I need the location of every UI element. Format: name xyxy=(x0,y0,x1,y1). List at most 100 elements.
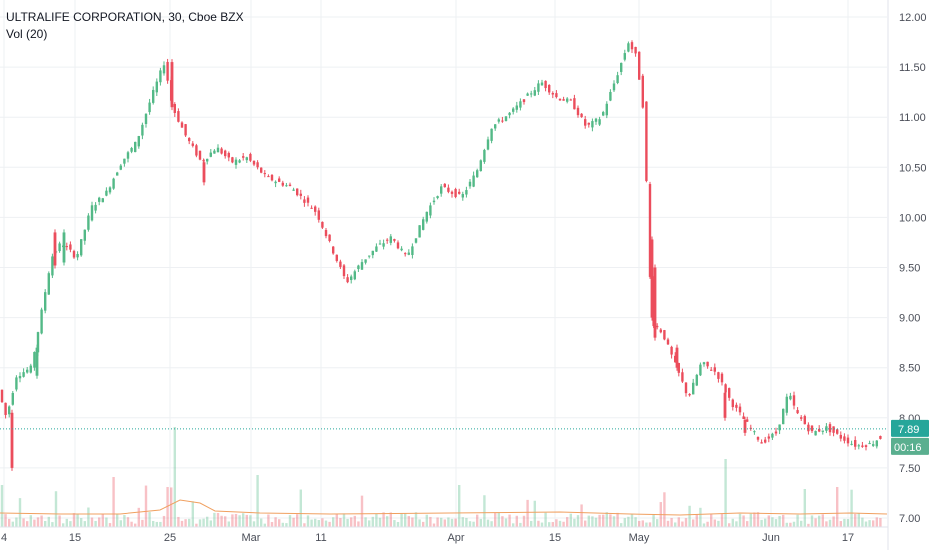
volume-bar xyxy=(306,515,310,527)
volume-bar xyxy=(231,514,234,527)
candle-body xyxy=(659,329,662,333)
candle-body xyxy=(65,246,68,248)
candle-body xyxy=(144,113,148,124)
volume-bar xyxy=(342,513,346,527)
candle-body xyxy=(170,62,174,108)
candle-body xyxy=(0,389,4,403)
candle-body xyxy=(638,51,641,80)
candle-body xyxy=(562,99,565,101)
volume-bar xyxy=(666,520,670,527)
volume-bar xyxy=(566,517,569,527)
volume-bar xyxy=(825,521,828,527)
volume-bar xyxy=(303,523,306,527)
volume-bar xyxy=(324,520,328,527)
candle-body xyxy=(818,428,821,432)
volume-bar xyxy=(530,520,533,527)
volume-bar xyxy=(454,518,457,527)
volume-bar xyxy=(87,507,90,527)
candle-body xyxy=(656,325,659,328)
volume-bar xyxy=(720,513,724,527)
volume-bar xyxy=(224,516,227,527)
candle-body xyxy=(332,246,335,254)
candle-body xyxy=(743,419,747,433)
volume-bar xyxy=(126,517,130,527)
candle-body xyxy=(566,98,569,102)
volume-bar xyxy=(216,512,220,527)
volume-bar xyxy=(576,515,580,527)
volume-bar xyxy=(15,517,18,527)
candle-body xyxy=(843,436,846,441)
candle-body xyxy=(159,70,162,83)
volume-bar xyxy=(80,518,83,527)
volume-bar xyxy=(18,498,22,527)
volume-bar xyxy=(108,523,112,527)
candle-body xyxy=(692,382,695,395)
candle-body xyxy=(767,436,770,439)
candle-body xyxy=(274,181,277,184)
candle-body xyxy=(555,93,558,98)
candle-body xyxy=(148,102,151,113)
volume-bar xyxy=(173,427,176,527)
volume-bar xyxy=(292,517,295,527)
candle-body xyxy=(411,246,414,256)
volume-bar xyxy=(105,517,108,527)
volume-indicator-label[interactable]: Vol (20) xyxy=(6,27,48,41)
candle-body xyxy=(648,184,652,277)
volume-bar xyxy=(803,489,806,527)
volume-bar xyxy=(843,518,846,527)
volume-bar xyxy=(310,519,313,527)
volume-bar xyxy=(350,517,353,527)
candle-body xyxy=(335,254,338,261)
volume-bar xyxy=(40,515,43,527)
candle-body xyxy=(407,252,410,255)
candle-body xyxy=(242,156,245,158)
volume-bar xyxy=(767,515,770,527)
volume-bar xyxy=(8,518,11,527)
candle-body xyxy=(317,210,320,220)
volume-bar xyxy=(335,513,338,527)
countdown-tag-bg xyxy=(891,437,929,455)
volume-bar xyxy=(76,513,79,527)
candle-body xyxy=(641,75,644,108)
volume-bar xyxy=(512,523,515,527)
candle-body xyxy=(742,416,745,420)
volume-bar xyxy=(677,517,680,527)
volume-bar xyxy=(141,519,144,527)
candle-body xyxy=(123,158,126,164)
candle-body xyxy=(328,234,331,242)
volume-bar xyxy=(764,518,767,527)
candle-body xyxy=(653,267,657,338)
volume-bar xyxy=(756,512,760,527)
candle-body xyxy=(238,160,241,163)
volume-bar xyxy=(778,515,781,527)
candle-body xyxy=(746,419,749,422)
candle-body xyxy=(526,93,529,96)
symbol-title[interactable]: ULTRALIFE CORPORATION, 30, Cboe BZX xyxy=(6,10,244,24)
time-axis[interactable]: 4 15 25 Mar 11 Apr 15 May Jun 17 xyxy=(0,526,888,544)
volume-bar xyxy=(515,515,518,527)
candle-body xyxy=(62,232,66,263)
candle-body xyxy=(774,431,778,434)
volume-bar xyxy=(490,521,493,527)
candle-body xyxy=(47,273,50,295)
volume-bar xyxy=(249,515,252,527)
price-axis[interactable]: 12.0011.5011.0010.5010.009.509.008.508.0… xyxy=(887,0,927,550)
candle-body xyxy=(756,436,760,440)
volume-bar xyxy=(0,485,4,527)
candle-body xyxy=(814,430,817,436)
candle-body xyxy=(422,219,425,230)
volume-bar xyxy=(508,514,511,527)
volume-bar xyxy=(321,518,324,527)
candle-body xyxy=(479,160,482,172)
candle-body xyxy=(440,186,443,194)
volume-bar xyxy=(609,514,612,527)
candle-body xyxy=(519,101,522,108)
candle-body xyxy=(706,361,709,367)
candle-body xyxy=(184,124,187,136)
candle-body xyxy=(497,119,500,122)
candle-body xyxy=(476,170,479,178)
volume-bar xyxy=(202,518,205,527)
candle-body xyxy=(675,347,679,368)
volume-bar xyxy=(497,512,500,527)
